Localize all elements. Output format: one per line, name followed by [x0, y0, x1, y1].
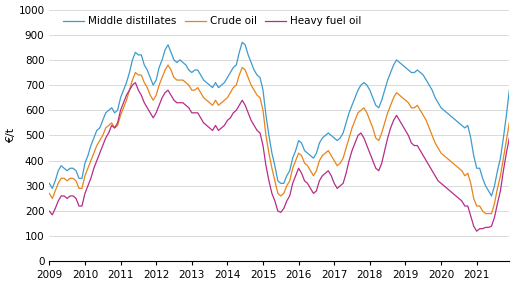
Crude oil	[500, 156, 506, 160]
Heavy fuel oil	[474, 229, 480, 233]
Legend: Middle distillates, Crude oil, Heavy fuel oil: Middle distillates, Crude oil, Heavy fue…	[59, 12, 366, 31]
Middle distillates	[352, 96, 358, 100]
Middle distillates	[432, 96, 438, 100]
Crude oil	[355, 111, 361, 114]
Heavy fuel oil	[435, 179, 441, 182]
Heavy fuel oil	[311, 192, 317, 195]
Heavy fuel oil	[132, 81, 139, 84]
Middle distillates	[488, 194, 494, 198]
Middle distillates	[46, 182, 53, 185]
Heavy fuel oil	[355, 134, 361, 137]
Middle distillates	[180, 61, 186, 64]
Y-axis label: €/t: €/t	[6, 128, 15, 143]
Crude oil	[165, 63, 171, 67]
Line: Middle distillates: Middle distillates	[49, 35, 515, 196]
Crude oil	[46, 192, 53, 195]
Heavy fuel oil	[144, 106, 150, 110]
Heavy fuel oil	[500, 169, 506, 172]
Heavy fuel oil	[183, 104, 189, 107]
Middle distillates	[497, 156, 504, 160]
Crude oil	[311, 174, 317, 178]
Crude oil	[483, 212, 489, 215]
Line: Heavy fuel oil: Heavy fuel oil	[49, 83, 515, 231]
Crude oil	[435, 146, 441, 150]
Middle distillates	[141, 63, 147, 67]
Crude oil	[183, 81, 189, 84]
Crude oil	[141, 81, 147, 84]
Middle distillates	[307, 154, 314, 157]
Heavy fuel oil	[46, 209, 53, 213]
Line: Crude oil: Crude oil	[49, 65, 515, 214]
